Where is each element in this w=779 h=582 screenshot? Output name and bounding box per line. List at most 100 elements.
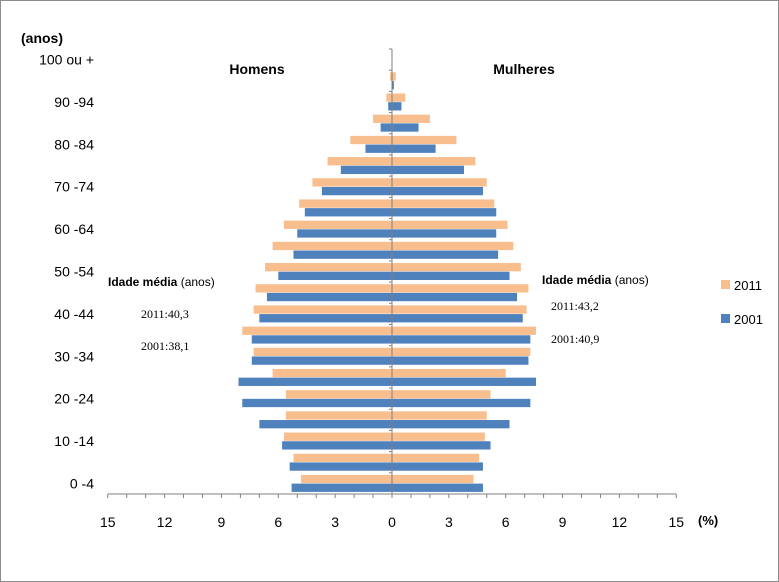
bar-2011-men-65-69: [299, 199, 392, 208]
bar-2011-women-15-19: [392, 411, 487, 420]
bar-2001-men-30-34: [251, 356, 392, 365]
legend: 2011 2001: [721, 278, 763, 327]
men-mean-age-2011: 2011:40,3: [141, 307, 189, 321]
bar-2001-women-30-34: [392, 356, 529, 365]
y-tick-label: 100 ou +: [39, 52, 94, 68]
bar-2011-women-55-59: [392, 241, 514, 251]
bar-2001-men-55-59: [293, 250, 392, 259]
bar-2001-women-55-59: [392, 250, 499, 259]
bar-2011-men-50-54: [265, 263, 392, 272]
bar-2011-men-90-94: [386, 93, 392, 102]
bar-2001-women-0-4: [392, 483, 483, 492]
x-tick-label: 12: [157, 514, 173, 530]
bar-2001-men-60-64: [297, 229, 392, 238]
x-tick-labels: 15 12 9 6 3 0 3 6 9 12 15: [100, 514, 684, 530]
bar-2001-men-90-94: [388, 102, 392, 111]
bar-2011-women-0-4: [392, 474, 474, 484]
bar-2011-women-25-29: [392, 368, 506, 378]
y-tick-label: 50 -54: [54, 264, 94, 280]
x-tick-label: 9: [559, 514, 567, 530]
y-tick-label: 0 -4: [70, 475, 94, 491]
y-tick-label: 90 -94: [54, 94, 94, 110]
bar-2001-women-60-64: [392, 229, 497, 238]
bar-2001-women-90-94: [392, 102, 402, 111]
women-mean-age-heading: Idade média (anos): [542, 273, 649, 287]
bar-2011-women-90-94: [392, 93, 406, 102]
bar-2001-men-25-29: [238, 377, 392, 386]
men-mean-age-heading-bold: Idade média: [108, 275, 178, 289]
bar-2011-men-75-79: [327, 157, 392, 166]
x-tick-label: 12: [612, 514, 628, 530]
bar-2011-men-70-74: [312, 178, 392, 187]
axes-group: [107, 48, 677, 498]
bar-2001-men-15-19: [259, 420, 392, 429]
x-tick-label: 3: [445, 514, 453, 530]
y-tick-label: 40 -44: [54, 306, 94, 322]
bar-2011-men-35-39: [242, 326, 392, 335]
legend-swatch-2011: [721, 280, 730, 289]
bar-2011-women-30-34: [392, 347, 531, 357]
bar-2011-men-55-59: [272, 241, 392, 251]
x-tick-label: 15: [668, 514, 684, 530]
y-tick-label: 80 -84: [54, 136, 94, 152]
x-tick-label: 6: [502, 514, 510, 530]
men-mean-age-2001: 2001:38,1: [141, 339, 189, 353]
y-tick-label: 20 -24: [54, 391, 94, 407]
bar-2001-men-45-49: [266, 292, 392, 302]
bar-2011-men-0-4: [301, 474, 392, 484]
bar-2011-men-45-49: [255, 284, 392, 293]
bar-2001-men-70-74: [321, 186, 392, 196]
bar-2011-women-10-14: [392, 432, 485, 441]
x-tick-label: 0: [388, 514, 396, 530]
y-tick-label: 60 -64: [54, 221, 94, 237]
women-label: Mulheres: [493, 61, 555, 77]
bar-2011-men-10-14: [283, 432, 392, 441]
bar-2011-women-40-44: [392, 305, 527, 314]
y-tick-labels: 0 -4 10 -14 20 -24 30 -34 40 -44 50 -54 60 -64…: [39, 52, 94, 492]
x-tick-label: 15: [100, 514, 116, 530]
legend-label-2001: 2001: [734, 312, 763, 327]
bar-2011-women-85-89: [392, 114, 430, 123]
women-mean-age-2011: 2011:43,2: [551, 299, 599, 313]
bar-2001-men-10-14: [282, 441, 392, 450]
bar-2001-women-10-14: [392, 441, 491, 450]
bar-2011-women-80-84: [392, 135, 457, 145]
bar-2001-men-5-9: [289, 462, 392, 471]
bar-2011-men-95-99: [390, 72, 392, 81]
bar-2001-men-80-84: [365, 144, 392, 153]
bar-2001-women-20-24: [392, 398, 531, 408]
bars-group: [238, 72, 537, 492]
men-mean-age-heading: Idade média (anos): [108, 275, 215, 289]
bar-2011-women-50-54: [392, 263, 521, 272]
x-tick-label: 3: [331, 514, 339, 530]
women-mean-age-heading-bold: Idade média: [542, 273, 612, 287]
women-mean-age-2001: 2001:40,9: [551, 332, 599, 346]
y-tick-label: 70 -74: [54, 179, 94, 195]
bar-2001-men-20-24: [242, 398, 392, 408]
bar-2001-women-95-99: [392, 80, 394, 90]
bar-2011-women-95-99: [392, 72, 396, 81]
legend-swatch-2001: [721, 314, 730, 323]
x-tick-label: 6: [274, 514, 282, 530]
x-tick-label: 9: [218, 514, 226, 530]
bar-2001-women-35-39: [392, 335, 531, 344]
x-axis-unit: (%): [698, 513, 718, 528]
bar-2001-women-80-84: [392, 144, 436, 153]
bar-2011-women-35-39: [392, 326, 537, 335]
bar-2011-men-60-64: [283, 220, 392, 229]
y-tick-label: 30 -34: [54, 348, 94, 364]
bar-2011-men-80-84: [350, 135, 392, 145]
bar-2001-men-35-39: [251, 335, 392, 344]
y-tick-label: 10 -14: [54, 433, 94, 449]
bar-2001-men-50-54: [278, 271, 392, 280]
men-mean-age-heading-rest: (anos): [177, 275, 214, 289]
bar-2001-women-15-19: [392, 420, 510, 429]
bar-2001-women-25-29: [392, 377, 537, 386]
bar-2011-men-15-19: [285, 411, 392, 420]
bar-2001-women-5-9: [392, 462, 483, 471]
bar-2001-men-75-79: [340, 165, 392, 175]
bar-2001-women-50-54: [392, 271, 510, 280]
women-mean-age-heading-rest: (anos): [611, 273, 648, 287]
bar-2001-women-70-74: [392, 186, 483, 196]
